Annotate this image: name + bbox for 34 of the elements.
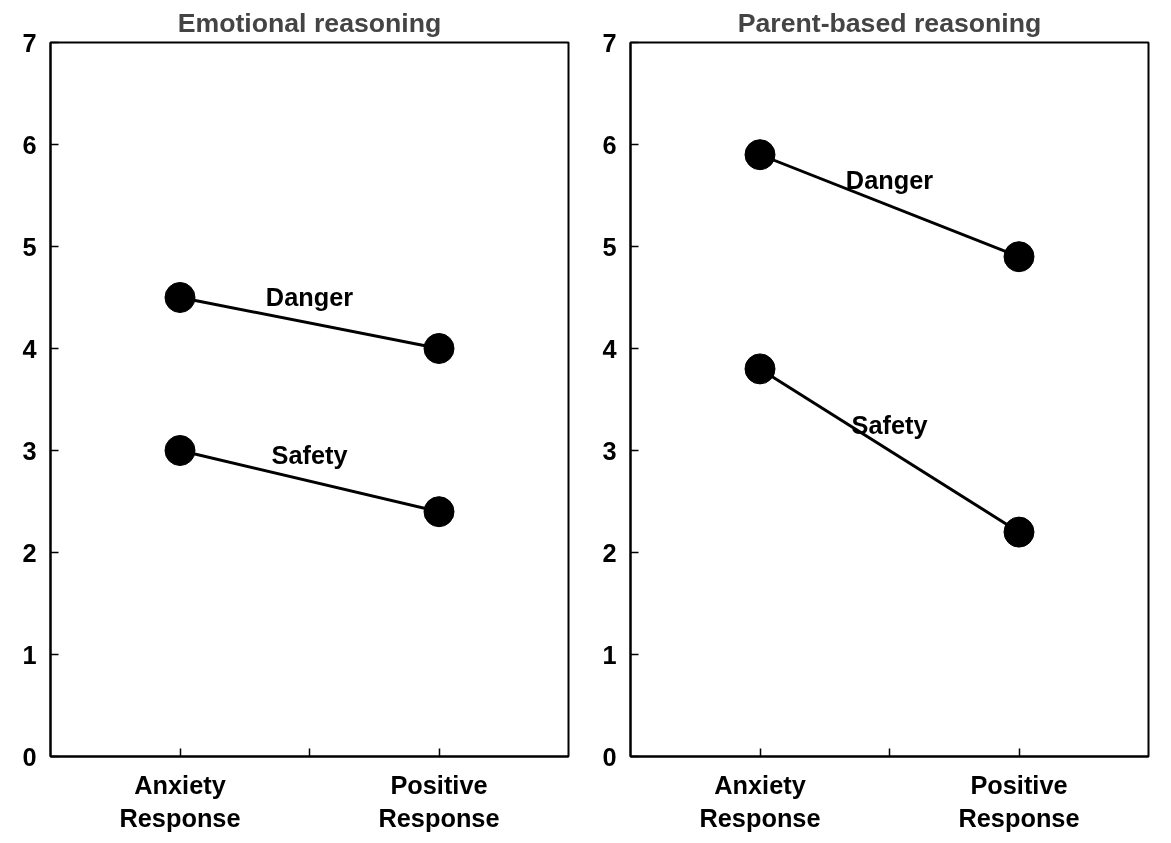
x-tick-label: Positive Response [378,770,500,833]
y-tick-label: 6 [602,130,617,159]
y-tick-label: 0 [602,742,617,771]
y-tick-label: 3 [602,436,617,465]
series-label: Danger [265,283,354,311]
y-tick-label: 2 [22,538,37,567]
y-tick-label: 1 [22,640,37,669]
point [423,496,455,528]
y-tick-label: 3 [22,436,37,465]
chart-title: Parent-based reasoning [737,7,1042,38]
y-tick-label: 2 [602,538,617,567]
point [423,333,455,364]
point [744,353,776,385]
x-tick-label: Positive Response [958,770,1080,833]
y-tick-label: 7 [602,28,617,57]
x-tick-label: Anxiety Response [699,770,821,833]
y-tick-label: 6 [22,130,37,159]
y-tick-label: 4 [22,334,37,363]
x-tick-label: Anxiety Response [119,770,241,833]
series-label: Danger [845,165,934,194]
y-tick-label: 1 [602,640,617,669]
point [744,139,776,171]
series-label: Safety [851,410,928,439]
point [1003,241,1035,273]
chart-title: Emotional reasoning [177,7,442,38]
y-tick-label: 4 [602,334,617,363]
point [1003,516,1035,548]
y-tick-label: 0 [22,742,37,771]
y-tick-label: 5 [602,232,617,261]
point [164,435,196,466]
y-tick-label: 7 [22,28,37,57]
y-tick-label: 5 [22,232,37,261]
series-label: Safety [271,441,348,470]
point [164,282,196,313]
